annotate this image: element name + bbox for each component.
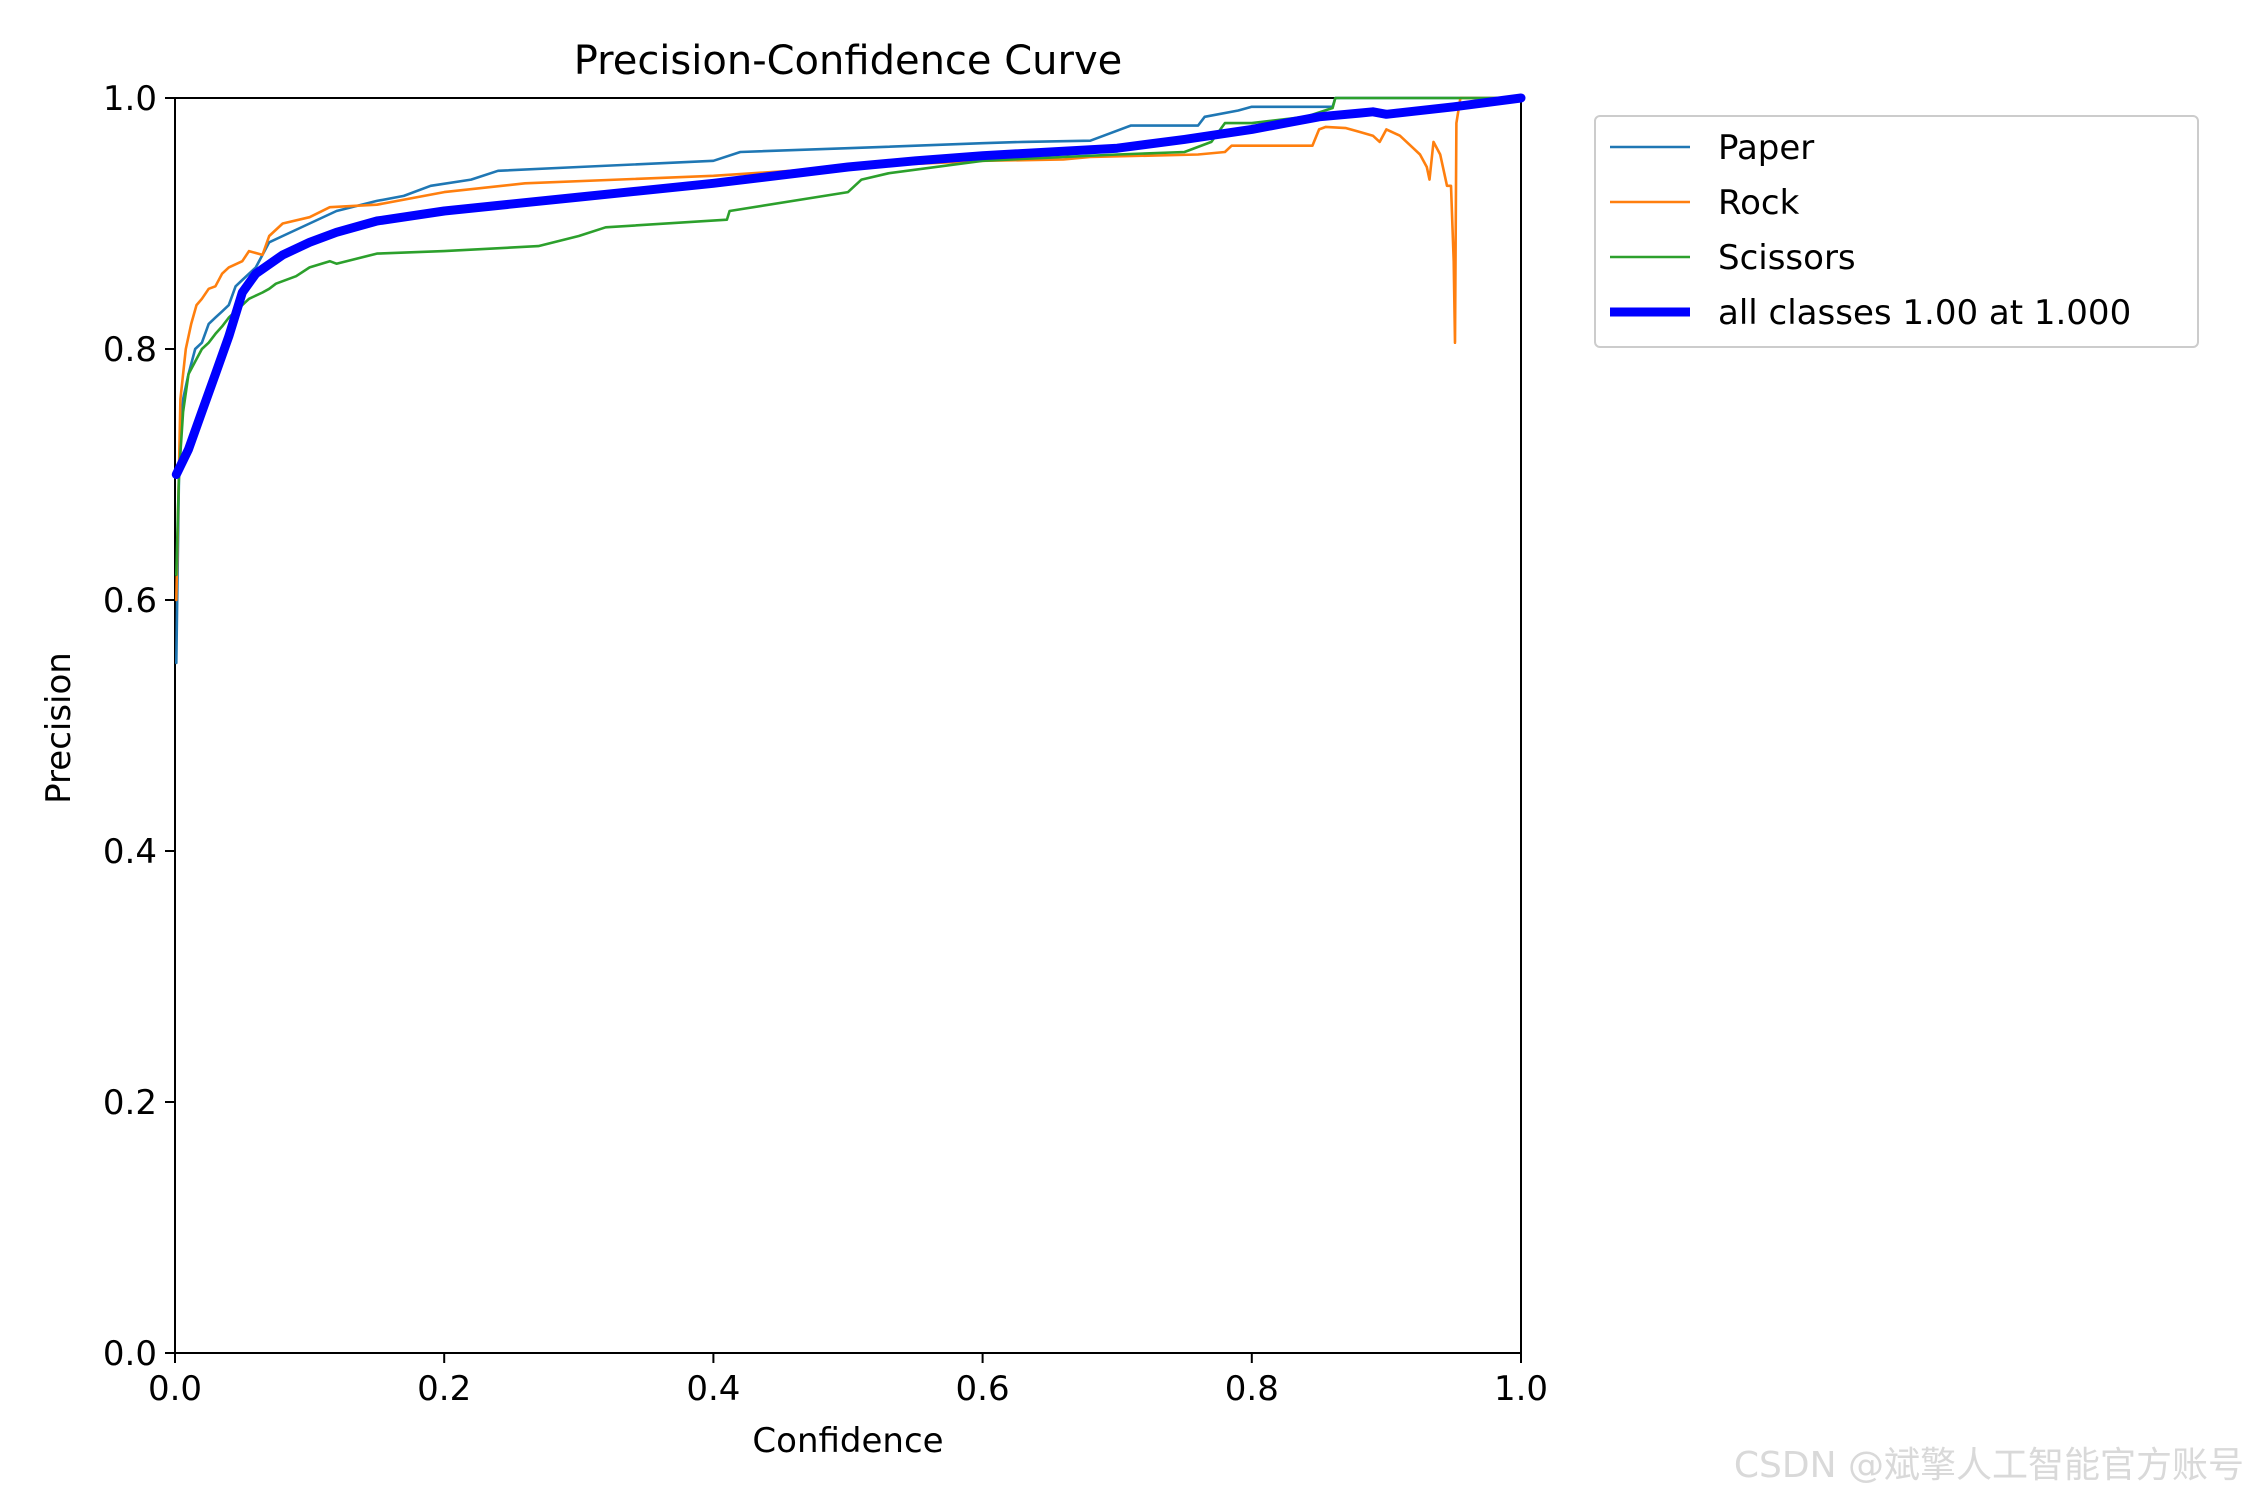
- watermark: CSDN @斌擎人工智能官方账号: [1733, 1445, 2244, 1486]
- plot-area: [174, 97, 1522, 1354]
- x-axis-title: Confidence: [752, 1421, 943, 1461]
- series-line-rock: [175, 96, 1523, 602]
- legend-label: Rock: [1718, 183, 1800, 223]
- y-tick-label: 0.4: [103, 832, 157, 872]
- y-tick-label: 0.6: [103, 581, 157, 621]
- legend-label: Scissors: [1718, 238, 1856, 278]
- y-tick-label: 0.0: [103, 1334, 157, 1374]
- x-tick-label: 1.0: [1494, 1369, 1548, 1409]
- series-line-paper: [175, 96, 1523, 665]
- y-axis-title: Precision: [39, 652, 79, 804]
- x-tick-label: 0.4: [686, 1369, 740, 1409]
- series-group: [171, 93, 1526, 665]
- y-axis: 0.0 0.2 0.4 0.6 0.8 1.0: [103, 79, 175, 1374]
- legend-label: Paper: [1718, 128, 1814, 168]
- legend: Paper Rock Scissors all classes 1.00 at 1.0…: [1594, 115, 2199, 348]
- y-tick-label: 1.0: [103, 79, 157, 119]
- series-line-scissors: [175, 96, 1523, 577]
- legend-frame: [1594, 115, 2199, 348]
- plot-frame: [174, 97, 1522, 1354]
- x-axis: 0.0 0.2 0.4 0.6 0.8 1.0: [148, 1353, 1548, 1409]
- legend-label: all classes 1.00 at 1.000: [1718, 293, 2131, 333]
- x-tick-label: 0.2: [417, 1369, 471, 1409]
- y-tick-label: 0.8: [103, 330, 157, 370]
- x-tick-label: 0.6: [956, 1369, 1010, 1409]
- series-line-all-classes: [171, 93, 1526, 479]
- y-tick-label: 0.2: [103, 1083, 157, 1123]
- x-tick-label: 0.0: [148, 1369, 202, 1409]
- chart-title: Precision-Confidence Curve: [574, 38, 1123, 84]
- x-tick-label: 0.8: [1225, 1369, 1279, 1409]
